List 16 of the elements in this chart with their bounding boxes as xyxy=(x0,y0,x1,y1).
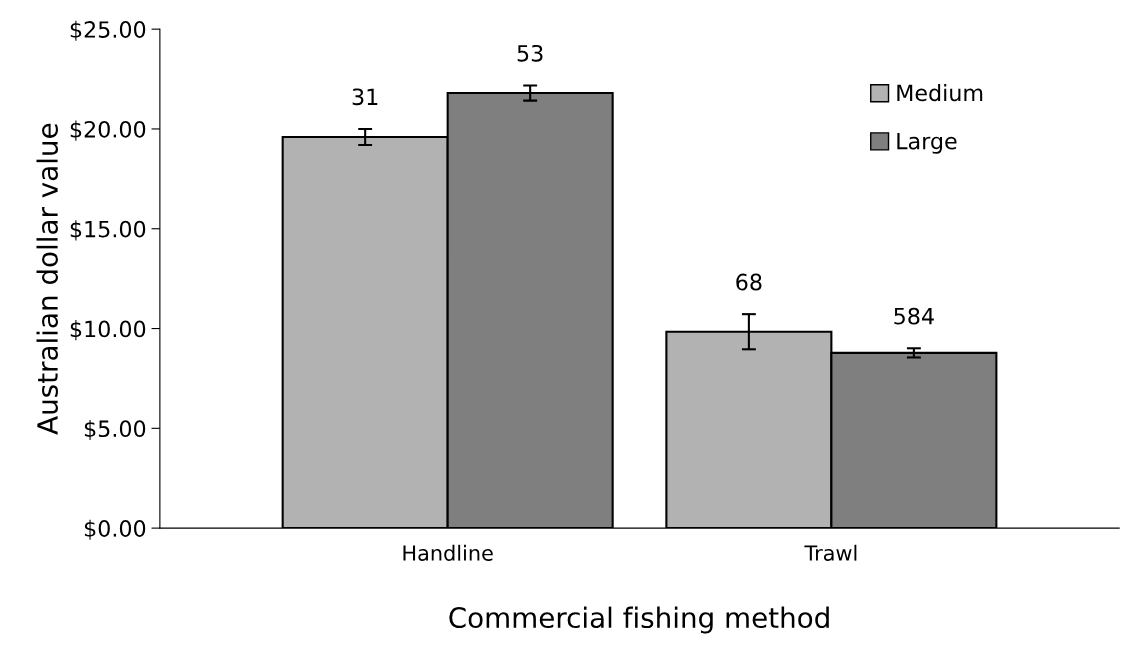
y-tick-label: $0.00 xyxy=(84,519,146,540)
legend-label: Large xyxy=(897,132,957,154)
legend-label: Medium xyxy=(897,84,983,102)
y-tick-label: $20.00 xyxy=(70,120,146,141)
y-axis-title: Australian dollar value xyxy=(36,123,58,435)
y-tick-label: $25.00 xyxy=(70,20,146,41)
annotation: 68 xyxy=(736,273,762,291)
annotation: 584 xyxy=(894,307,934,325)
annotation: 31 xyxy=(352,88,378,106)
y-tick-label: $15.00 xyxy=(70,220,146,241)
x-tick-label: Trawl xyxy=(804,544,857,561)
annotation: 53 xyxy=(517,44,543,62)
y-tick-label: $10.00 xyxy=(70,320,146,341)
x-tick-label: Handline xyxy=(403,544,493,561)
y-tick-label: $5.00 xyxy=(84,419,146,441)
x-axis-title: Commercial fishing method xyxy=(449,606,829,634)
